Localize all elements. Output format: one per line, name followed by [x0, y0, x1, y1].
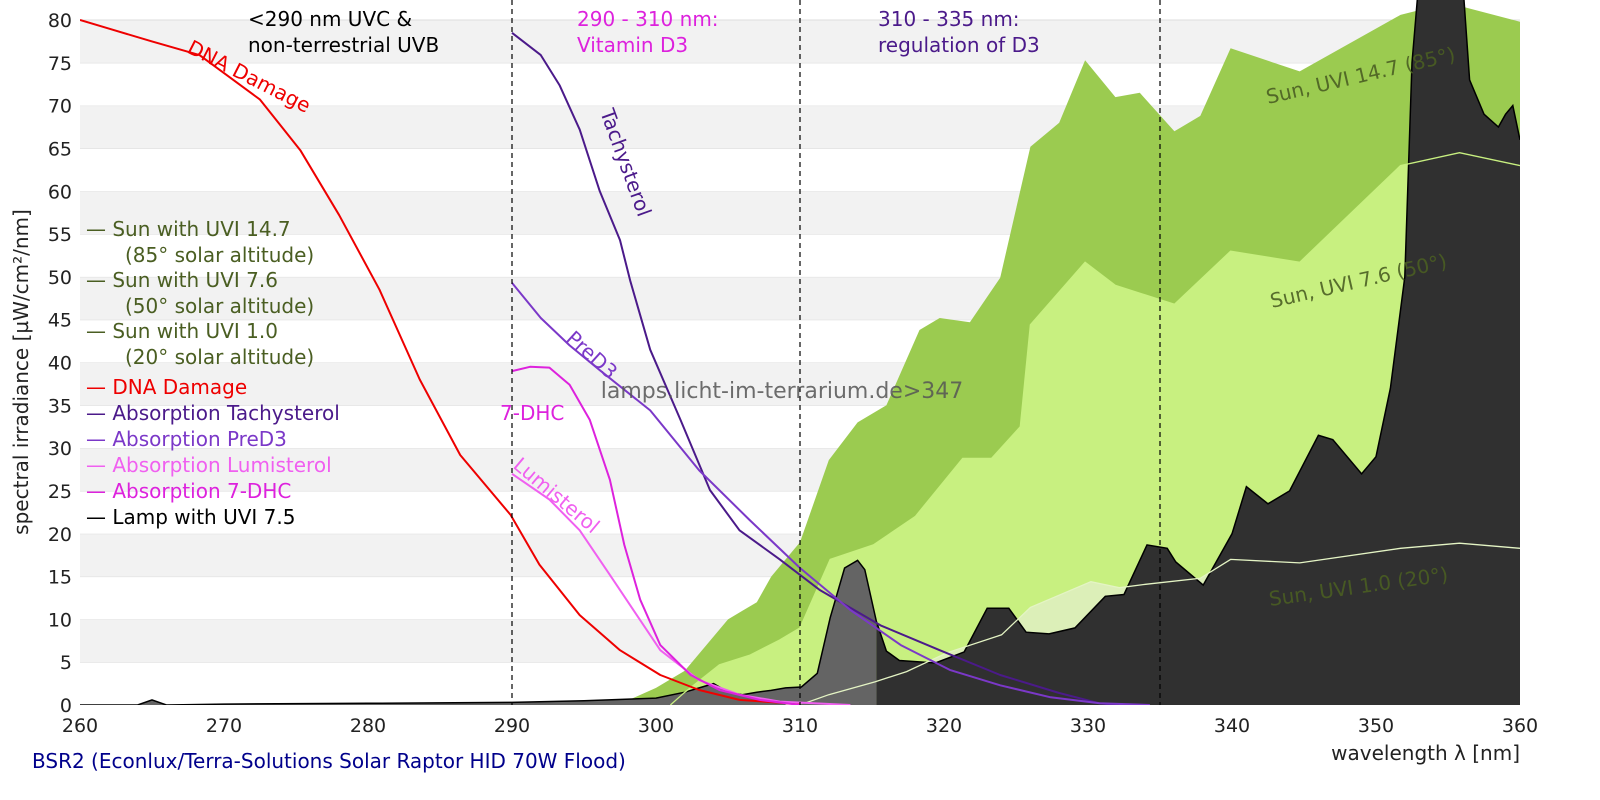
- x-tick-label: 300: [638, 715, 674, 737]
- dna-damage-curve: [80, 19, 801, 705]
- x-tick-label: 260: [62, 715, 98, 737]
- legend-entry: (50° solar altitude): [125, 294, 314, 318]
- sun-uvi-7-6-50-line: [669, 152, 1520, 705]
- x-tick-label: 350: [1358, 715, 1394, 737]
- absorption-curves: [80, 19, 1150, 705]
- y-tick-label: 35: [48, 395, 72, 417]
- x-tick-label: 360: [1502, 715, 1538, 737]
- region-label: 290 - 310 nm:: [577, 7, 719, 31]
- y-tick-label: 75: [48, 53, 72, 75]
- y-tick-label: 65: [48, 138, 72, 160]
- lamp-outline: [80, 0, 1520, 705]
- irradiance-areas: [80, 0, 1520, 705]
- legend-entry: — Lamp with UVI 7.5: [86, 505, 295, 529]
- region-label: Vitamin D3: [577, 33, 688, 57]
- legend: — Sun with UVI 14.7(85° solar altitude)—…: [86, 217, 340, 529]
- lamp-uvb-area: [80, 560, 877, 705]
- region-label: 310 - 335 nm:: [878, 7, 1020, 31]
- y-tick-label: 40: [48, 353, 72, 375]
- x-tick-label: 290: [494, 715, 530, 737]
- legend-entry: — Sun with UVI 1.0: [86, 319, 278, 343]
- y-axis-label: spectral irradiance [µW/cm²/nm]: [9, 209, 33, 535]
- y-tick-label: 20: [48, 524, 72, 546]
- tachysterol-curve: [511, 32, 1117, 705]
- legend-entry: — Sun with UVI 14.7: [86, 217, 291, 241]
- y-tick-label: 80: [48, 10, 72, 32]
- region-label: regulation of D3: [878, 33, 1040, 57]
- 7dhc-curve-label: 7-DHC: [500, 401, 564, 425]
- x-tick-label: 310: [782, 715, 818, 737]
- legend-entry: — Absorption Lumisterol: [86, 453, 332, 477]
- x-axis-ticks: 260 270 280 290 300 310 320 330 340 350 360: [62, 715, 1538, 737]
- lamp-uva-area: [876, 0, 1520, 705]
- y-tick-label: 50: [48, 267, 72, 289]
- sun-uvi-1-0-20-line: [785, 542, 1520, 705]
- legend-entry: (20° solar altitude): [125, 345, 314, 369]
- y-tick-label: 0: [60, 695, 72, 717]
- y-axis-ticks: 0 5 10 15 20 25 30 35 40 45 50 55 60 65 70 75 80: [48, 10, 72, 717]
- x-axis-label: wavelength λ [nm]: [1331, 741, 1520, 765]
- watermark: lamps.licht-im-terrarium.de>347: [601, 379, 964, 404]
- x-tick-label: 270: [206, 715, 242, 737]
- region-dividers: [511, 0, 1161, 705]
- lumisterol-curve: [511, 472, 851, 705]
- y-tick-label: 5: [60, 652, 72, 674]
- y-tick-label: 55: [48, 224, 72, 246]
- y-tick-label: 60: [48, 181, 72, 203]
- region-labels: <290 nm UVC &non-terrestrial UVB 290 - 31…: [248, 7, 1040, 57]
- legend-entry: — Absorption PreD3: [86, 427, 287, 451]
- footer-title: BSR2 (Econlux/Terra-Solutions Solar Rapt…: [32, 749, 626, 773]
- y-tick-label: 10: [48, 609, 72, 631]
- y-tick-label: 15: [48, 567, 72, 589]
- legend-entry: (85° solar altitude): [125, 243, 314, 267]
- x-tick-label: 330: [1070, 715, 1106, 737]
- x-tick-label: 280: [350, 715, 386, 737]
- y-tick-label: 70: [48, 96, 72, 118]
- region-label: non-terrestrial UVB: [248, 33, 439, 57]
- y-tick-label: 30: [48, 438, 72, 460]
- legend-entry: — DNA Damage: [86, 375, 247, 399]
- region-label: <290 nm UVC &: [248, 7, 412, 31]
- x-tick-label: 320: [926, 715, 962, 737]
- y-tick-label: 45: [48, 310, 72, 332]
- legend-entry: — Sun with UVI 7.6: [86, 268, 278, 292]
- 7-dhc-curve: [511, 365, 801, 705]
- y-tick-label: 25: [48, 481, 72, 503]
- legend-entry: — Absorption 7-DHC: [86, 479, 291, 503]
- legend-entry: — Absorption Tachysterol: [86, 401, 340, 425]
- x-tick-label: 340: [1214, 715, 1250, 737]
